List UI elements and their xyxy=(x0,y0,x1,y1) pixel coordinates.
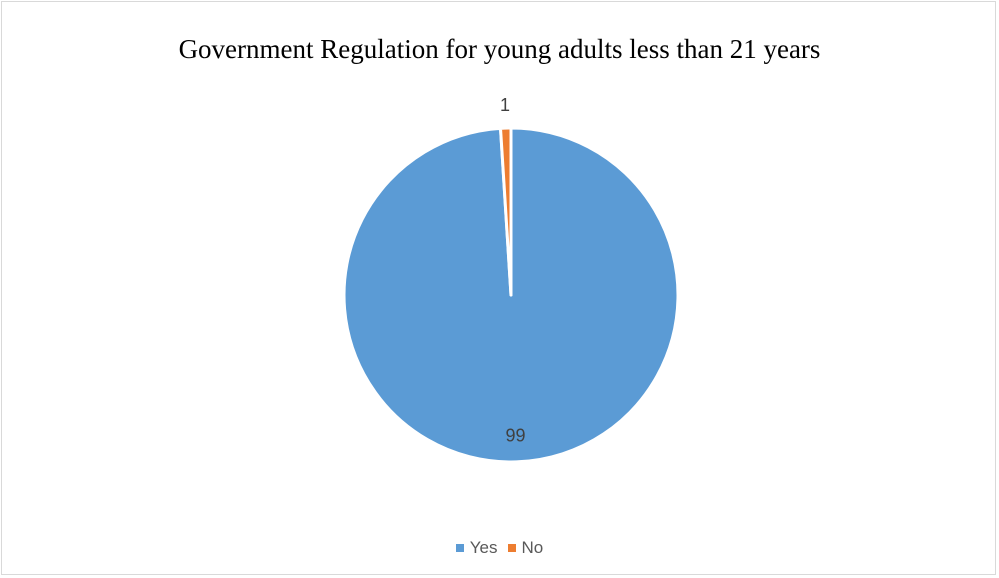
data-label-yes: 99 xyxy=(505,426,525,446)
legend-label-no: No xyxy=(521,538,544,557)
legend-swatch-yes xyxy=(455,544,464,552)
pie-slice-no xyxy=(499,126,513,297)
legend-label-yes: Yes xyxy=(469,538,498,557)
legend-entry-no: No xyxy=(507,538,544,558)
legend: Yes No xyxy=(2,537,997,558)
legend-swatch-no xyxy=(507,544,516,552)
chart-title: Government Regulation for young adults l… xyxy=(178,34,821,64)
legend-entry-yes: Yes xyxy=(455,538,498,558)
data-label-no: 1 xyxy=(500,95,510,115)
